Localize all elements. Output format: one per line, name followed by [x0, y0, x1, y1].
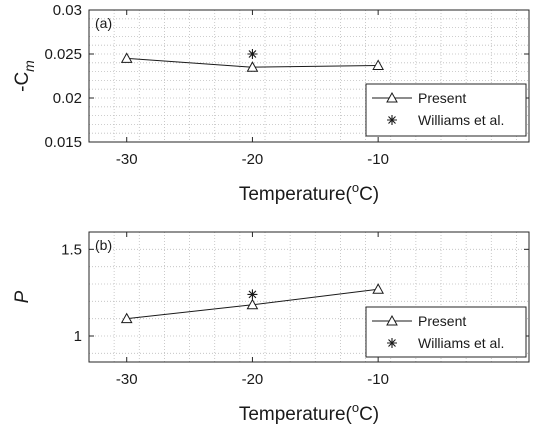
y-axis-label: P: [12, 290, 33, 303]
panel-label: (b): [95, 237, 112, 253]
y-tick-label: 1: [74, 328, 82, 345]
legend-label: Williams et al.: [418, 335, 504, 351]
x-axis-label: Temperature(oC): [239, 400, 379, 425]
series-present: [120, 52, 384, 72]
y-tick-label: 1.5: [61, 241, 82, 258]
x-axis-label-main: Temperature(: [239, 404, 353, 425]
legend-label: Present: [418, 90, 466, 106]
legend-box: [365, 83, 527, 137]
x-axis-label-main: Temperature(: [239, 184, 353, 205]
series-williams: [247, 49, 258, 59]
data-point-asterisk: [247, 49, 258, 59]
data-point-triangle: [372, 59, 384, 70]
legend-label: Williams et al.: [418, 112, 504, 128]
x-axis-label-sup: o: [352, 180, 359, 195]
legend: Present Williams et al.: [365, 306, 527, 358]
axes-frame: [88, 231, 530, 363]
x-axis-label-end: C): [359, 404, 379, 425]
x-axis-label-sup: o: [352, 400, 359, 415]
legend: Present Williams et al.: [365, 83, 527, 137]
x-tick-label: -20: [242, 151, 264, 168]
panel-label: (a): [95, 15, 112, 31]
y-axis-label-sub: m: [21, 60, 37, 72]
data-point-triangle: [246, 298, 259, 310]
y-tick-label: 0.015: [44, 134, 82, 151]
x-tick-label: -30: [116, 371, 138, 388]
y-axis-label-main: -C: [12, 72, 33, 92]
y-tick-label: 0.02: [53, 90, 82, 107]
x-axis-label: Temperature(oC): [239, 180, 379, 205]
y-tick-label: 0.025: [44, 46, 82, 63]
y-tick-label: 0.03: [53, 2, 82, 19]
series-present: [120, 283, 384, 324]
x-tick-label: -10: [367, 151, 389, 168]
legend-triangle-icon: [386, 314, 398, 326]
data-point-asterisk: [247, 289, 258, 300]
x-tick-label: -10: [367, 371, 389, 388]
y-axis-label: -Cm: [12, 60, 37, 92]
chart-panel-a: -30 -20 -10 0.015 0.02 0.025 0.03 (a) Temperatur…: [12, 2, 530, 205]
legend-box: [365, 306, 527, 358]
data-point-triangle: [372, 283, 384, 294]
x-tick-label: -20: [242, 371, 264, 388]
legend-label: Present: [418, 313, 466, 329]
legend-asterisk-icon: [387, 338, 397, 348]
y-axis-label-main: P: [12, 290, 33, 303]
data-point-triangle: [120, 312, 133, 324]
legend-triangle-icon: [386, 91, 398, 103]
data-point-triangle: [120, 52, 133, 63]
data-point-triangle: [246, 61, 259, 72]
x-tick-label: -30: [116, 151, 138, 168]
legend-asterisk-icon: [387, 115, 397, 125]
axes-frame: [88, 9, 530, 143]
chart-panel-b: -30 -20 -10 1 1.5 (b) Temperature(oC) P Present W…: [12, 231, 530, 425]
series-williams: [247, 289, 258, 300]
x-axis-label-end: C): [359, 184, 379, 205]
